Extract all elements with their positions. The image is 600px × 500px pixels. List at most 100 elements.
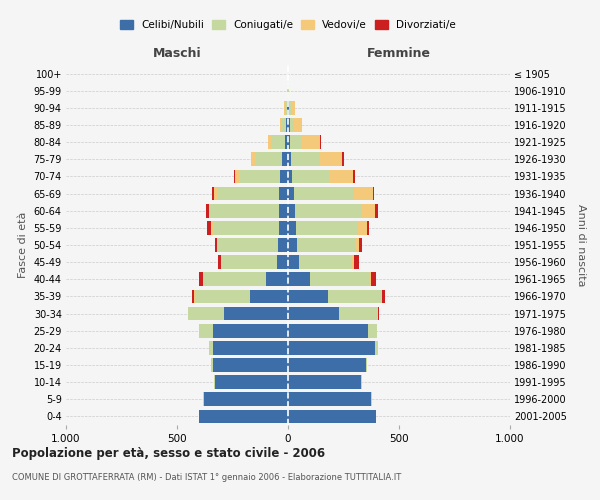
Bar xyxy=(280,118,282,132)
Bar xyxy=(371,272,376,286)
Bar xyxy=(235,170,240,183)
Bar xyxy=(277,256,288,269)
Bar xyxy=(288,170,292,183)
Bar xyxy=(288,341,374,354)
Bar xyxy=(212,324,288,338)
Bar xyxy=(288,136,290,149)
Bar xyxy=(373,186,374,200)
Bar xyxy=(296,221,358,234)
Bar xyxy=(284,101,285,114)
Legend: Celibi/Nubili, Coniugati/e, Vedovi/e, Divorziati/e: Celibi/Nubili, Coniugati/e, Vedovi/e, Di… xyxy=(120,20,456,30)
Y-axis label: Fasce di età: Fasce di età xyxy=(18,212,28,278)
Bar xyxy=(212,186,214,200)
Bar xyxy=(221,256,277,269)
Bar xyxy=(217,186,279,200)
Bar xyxy=(199,324,212,338)
Bar xyxy=(218,238,278,252)
Bar xyxy=(288,118,290,132)
Bar xyxy=(279,186,288,200)
Bar xyxy=(288,306,339,320)
Bar xyxy=(292,152,320,166)
Bar xyxy=(370,272,371,286)
Bar xyxy=(288,186,294,200)
Bar xyxy=(209,204,210,218)
Bar xyxy=(285,101,287,114)
Text: Popolazione per età, sesso e stato civile - 2006: Popolazione per età, sesso e stato civil… xyxy=(12,448,325,460)
Bar xyxy=(290,136,302,149)
Bar xyxy=(320,152,343,166)
Bar xyxy=(212,221,279,234)
Bar xyxy=(279,221,288,234)
Bar xyxy=(354,186,373,200)
Bar xyxy=(288,101,289,114)
Bar xyxy=(368,324,377,338)
Bar xyxy=(215,376,288,389)
Bar xyxy=(381,290,382,304)
Bar xyxy=(192,290,194,304)
Bar xyxy=(288,410,376,424)
Bar xyxy=(299,256,352,269)
Bar xyxy=(215,238,217,252)
Bar xyxy=(367,221,370,234)
Bar xyxy=(382,290,385,304)
Bar xyxy=(328,290,381,304)
Bar xyxy=(203,272,266,286)
Bar xyxy=(188,306,224,320)
Text: Femmine: Femmine xyxy=(367,47,431,60)
Bar xyxy=(224,306,288,320)
Bar xyxy=(251,152,256,166)
Bar xyxy=(280,170,288,183)
Bar xyxy=(339,306,378,320)
Bar xyxy=(208,221,211,234)
Bar xyxy=(206,204,209,218)
Bar xyxy=(288,376,361,389)
Y-axis label: Anni di nascita: Anni di nascita xyxy=(577,204,586,286)
Bar xyxy=(212,358,288,372)
Bar xyxy=(256,152,283,166)
Bar xyxy=(209,341,212,354)
Bar xyxy=(271,136,284,149)
Bar xyxy=(297,238,355,252)
Bar xyxy=(291,101,295,114)
Text: COMUNE DI GROTTAFERRATA (RM) - Dati ISTAT 1° gennaio 2006 - Elaborazione TUTTITA: COMUNE DI GROTTAFERRATA (RM) - Dati ISTA… xyxy=(12,472,401,482)
Bar xyxy=(199,410,288,424)
Bar xyxy=(203,392,288,406)
Bar xyxy=(355,238,359,252)
Bar xyxy=(290,118,294,132)
Bar xyxy=(294,186,354,200)
Bar xyxy=(288,358,366,372)
Bar xyxy=(362,204,375,218)
Bar xyxy=(266,272,288,286)
Bar xyxy=(288,238,297,252)
Bar xyxy=(288,152,292,166)
Bar xyxy=(278,238,288,252)
Bar xyxy=(283,152,288,166)
Bar xyxy=(268,136,271,149)
Bar xyxy=(284,136,288,149)
Bar xyxy=(292,170,329,183)
Bar xyxy=(212,341,288,354)
Bar xyxy=(289,101,291,114)
Bar xyxy=(375,204,377,218)
Bar xyxy=(233,170,235,183)
Bar xyxy=(295,204,362,218)
Bar xyxy=(288,272,310,286)
Bar xyxy=(352,256,354,269)
Bar xyxy=(195,290,250,304)
Bar xyxy=(374,341,378,354)
Bar xyxy=(211,221,212,234)
Bar xyxy=(302,136,320,149)
Bar xyxy=(353,170,355,183)
Bar xyxy=(358,221,367,234)
Bar xyxy=(294,118,302,132)
Bar xyxy=(288,256,299,269)
Bar xyxy=(288,290,328,304)
Bar xyxy=(329,170,353,183)
Bar xyxy=(279,204,288,218)
Bar xyxy=(354,256,359,269)
Bar xyxy=(359,238,362,252)
Bar xyxy=(217,238,218,252)
Bar xyxy=(286,118,288,132)
Bar xyxy=(282,118,286,132)
Bar xyxy=(288,392,371,406)
